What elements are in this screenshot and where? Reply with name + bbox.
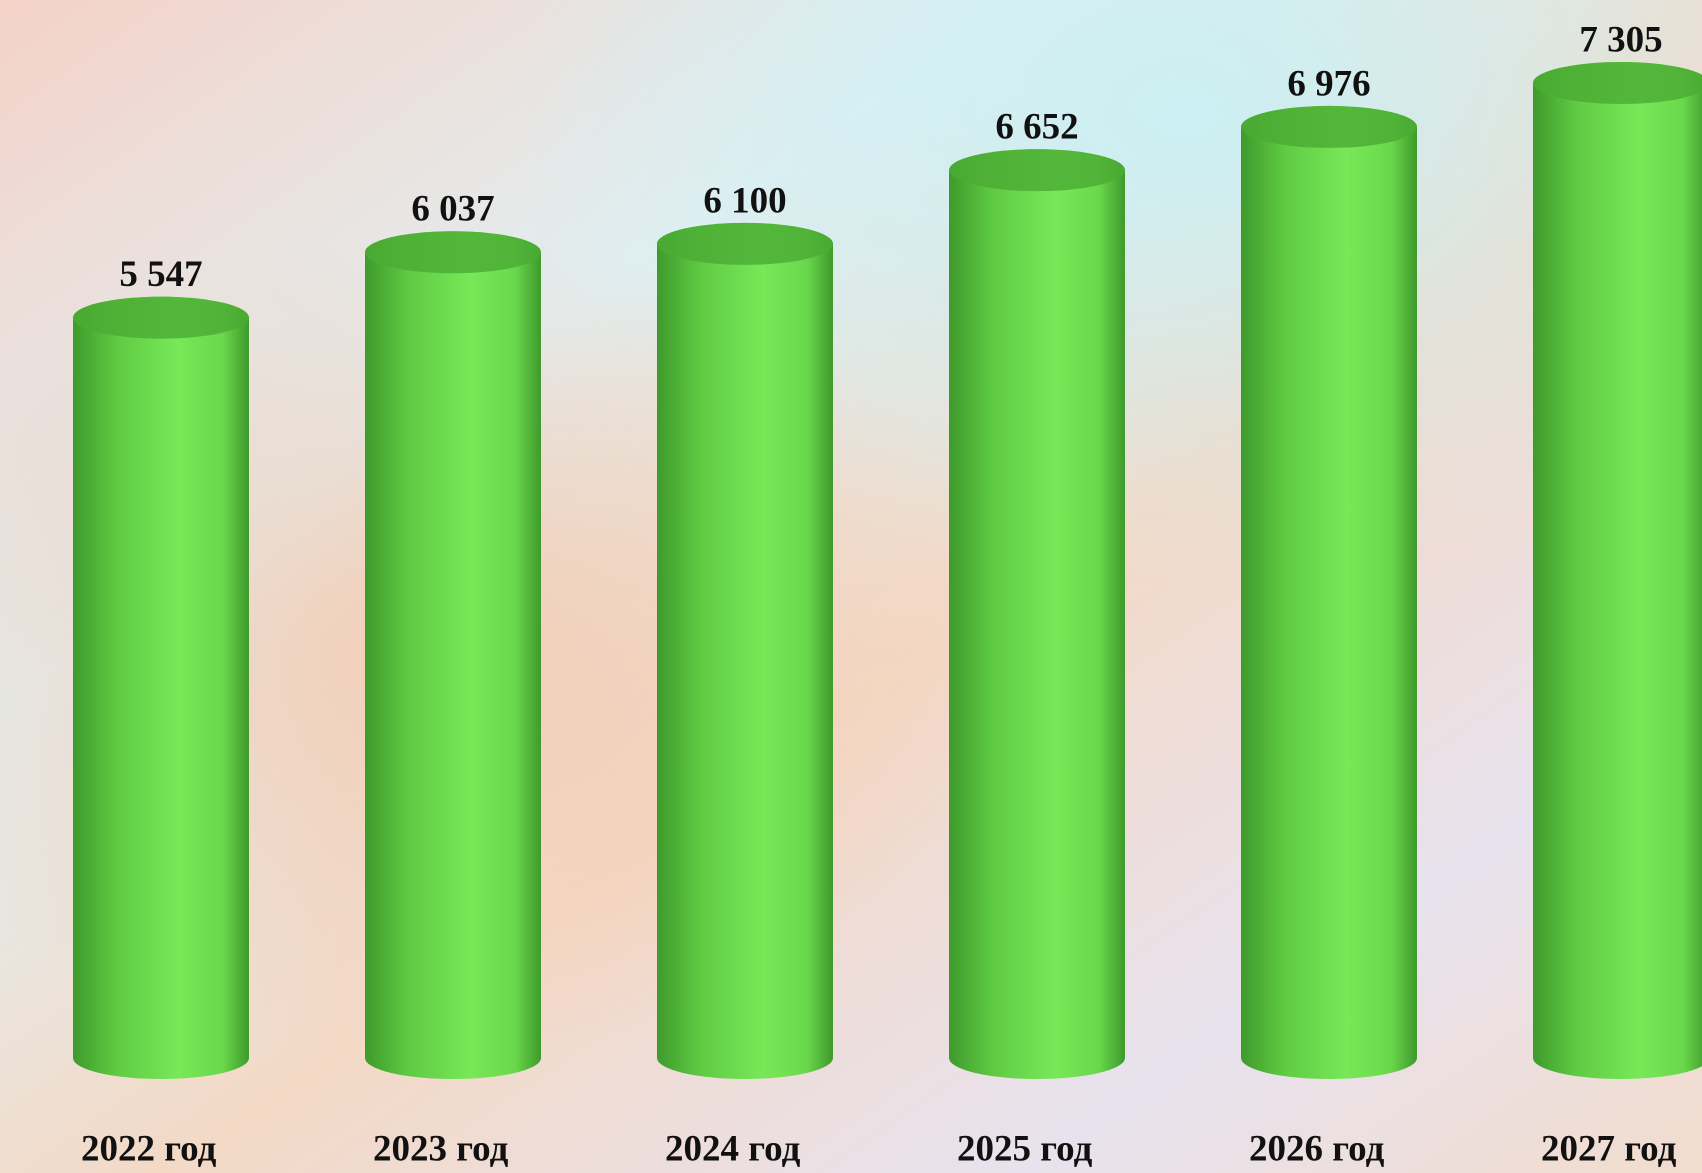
x-tick-label: 2025 год: [957, 1128, 1093, 1169]
bar: [1533, 62, 1702, 1079]
plot-area: 5 547 2022 год 6 037 2023 год 6 100 2024 год 6…: [73, 20, 1702, 1169]
bar: [365, 231, 541, 1080]
value-label: 6 100: [703, 180, 786, 221]
bar: [73, 296, 249, 1079]
x-tick-label: 2023 год: [373, 1128, 509, 1169]
value-label: 6 652: [995, 107, 1078, 148]
bar-top-shade: [1533, 62, 1702, 105]
value-label: 5 547: [119, 254, 202, 295]
bar-top-shade: [73, 296, 249, 339]
bar-top-shade: [657, 222, 833, 265]
x-tick-label: 2026 год: [1249, 1128, 1385, 1169]
value-label: 6 976: [1287, 63, 1370, 104]
x-tick-label: 2022 год: [81, 1128, 217, 1169]
bar: [949, 149, 1125, 1079]
bar-top-shade: [1241, 105, 1417, 148]
x-tick-label: 2024 год: [665, 1128, 801, 1169]
bar: [657, 222, 833, 1079]
x-tick-label: 2027 год: [1541, 1128, 1677, 1169]
bar-top-shade: [949, 149, 1125, 192]
bar-top-shade: [365, 231, 541, 274]
bar: [1241, 105, 1417, 1080]
value-label: 6 037: [411, 189, 494, 230]
value-label: 7 305: [1579, 20, 1662, 61]
